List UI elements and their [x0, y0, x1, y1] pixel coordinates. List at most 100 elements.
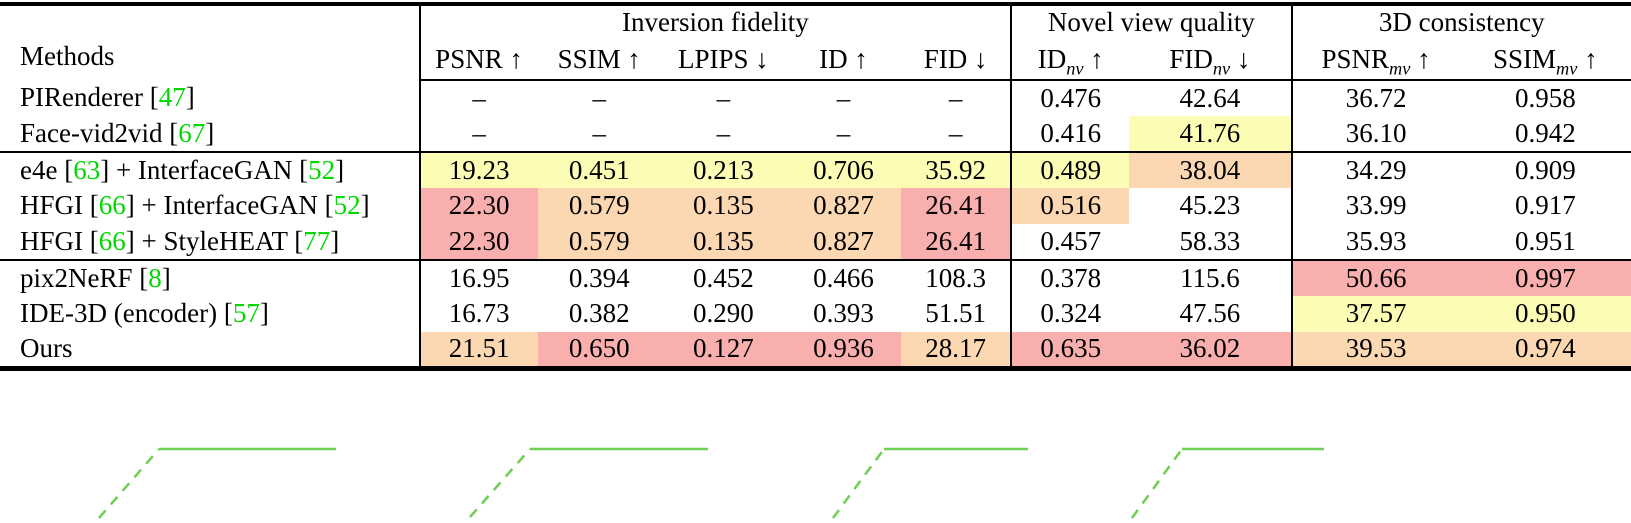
citation-link[interactable]: 52 — [308, 154, 336, 185]
value-cell: – — [948, 82, 963, 113]
value-cell: 0.135 — [660, 224, 786, 260]
col-header-fidnv: FIDnv ↓ — [1129, 40, 1292, 81]
value-cell: 0.127 — [660, 332, 786, 368]
value-cell: – — [836, 82, 851, 113]
value-cell: 47.56 — [1179, 298, 1241, 329]
value-cell: 16.73 — [418, 296, 538, 332]
value-cell: 115.6 — [1129, 259, 1292, 296]
col-header-lpips: LPIPS ↓ — [660, 40, 786, 81]
value-cell: 0.451 — [537, 151, 661, 188]
value-cell: 0.997 — [1459, 259, 1631, 296]
value-cell: – — [592, 82, 606, 113]
results-table: Methods Inversion fidelity Novel view qu… — [0, 2, 1631, 371]
value-cell: 34.29 — [1290, 151, 1460, 188]
value-cell: 0.476 — [1010, 80, 1130, 116]
table-row: e4e [63] + InterfaceGAN [52] 19.23 0.451 0.… — [0, 151, 1631, 188]
value-cell: – — [836, 117, 851, 148]
header-metric-row: PSNR ↑ SSIM ↑ LPIPS ↓ ID ↑ FID ↓ IDnv ↑ FIDnv … — [0, 40, 1631, 81]
citation-link[interactable]: 8 — [148, 262, 162, 293]
citation-link[interactable]: 63 — [73, 154, 101, 185]
value-cell: 0.290 — [692, 298, 754, 329]
value-cell: 36.02 — [1129, 332, 1292, 368]
value-cell: 0.974 — [1459, 332, 1631, 368]
value-cell: 0.635 — [1010, 332, 1130, 368]
value-cell: 108.3 — [901, 259, 1012, 296]
value-cell: 0.135 — [660, 188, 786, 224]
value-cell: 0.579 — [537, 188, 661, 224]
method-cell: IDE-3D (encoder) [57] — [20, 298, 269, 329]
value-cell: 0.706 — [785, 151, 902, 188]
header-group-row: Methods Inversion fidelity Novel view qu… — [0, 4, 1631, 71]
value-cell: 50.66 — [1290, 259, 1460, 296]
citation-link[interactable]: 52 — [333, 190, 361, 221]
col-header-psnrmv: PSNRmv ↑ — [1290, 40, 1460, 81]
value-cell: 19.23 — [418, 151, 538, 188]
method-cell: Face-vid2vid [67] — [20, 117, 215, 148]
table-row: pix2NeRF [8] 16.95 0.394 0.452 0.466 108.3 0.3… — [0, 259, 1631, 296]
value-cell: 41.76 — [1129, 116, 1292, 152]
value-cell: 37.57 — [1290, 296, 1460, 332]
value-cell: – — [592, 117, 606, 148]
value-cell: 0.393 — [813, 298, 874, 329]
value-cell: 0.382 — [568, 298, 630, 329]
value-cell: 38.04 — [1129, 151, 1292, 188]
value-cell: 16.95 — [418, 259, 538, 296]
value-cell: 0.917 — [1514, 190, 1576, 221]
value-cell: 0.827 — [785, 188, 902, 224]
value-cell: 45.23 — [1179, 190, 1241, 221]
method-cell: pix2NeRF [8] — [0, 259, 420, 296]
col-header-ssim: SSIM ↑ — [537, 40, 661, 81]
value-cell: – — [418, 80, 538, 116]
value-cell: 0.416 — [1010, 116, 1130, 152]
citation-link[interactable]: 66 — [98, 190, 126, 221]
value-cell: – — [716, 82, 731, 113]
value-cell: 0.909 — [1459, 151, 1631, 188]
group-header-inversion-fidelity: Inversion fidelity — [418, 4, 1012, 40]
figure-line-dashed — [1130, 448, 1184, 519]
col-header-idnv: IDnv ↑ — [1010, 40, 1130, 81]
table-row: Face-vid2vid [67] – – – – – 0.416 41.76 36.10 0.9… — [0, 116, 1631, 152]
col-header-fid: FID ↓ — [901, 40, 1012, 81]
citation-link[interactable]: 77 — [303, 225, 331, 256]
figure-line-dashed — [98, 448, 160, 519]
value-cell: 58.33 — [1179, 225, 1241, 256]
method-cell: e4e [63] + InterfaceGAN [52] — [0, 151, 420, 188]
col-header-id: ID ↑ — [785, 40, 902, 81]
value-cell: 26.41 — [901, 188, 1012, 224]
citation-link[interactable]: 67 — [178, 117, 206, 148]
col-header-ssimmv: SSIMmv ↑ — [1459, 40, 1631, 81]
citation-link[interactable]: 47 — [158, 82, 186, 113]
value-cell: 0.452 — [660, 259, 786, 296]
method-cell: HFGI [66] + InterfaceGAN [52] — [20, 190, 370, 221]
value-cell: 36.72 — [1290, 80, 1460, 116]
method-cell: PIRenderer [47] — [20, 82, 195, 113]
col-header-methods: Methods — [20, 41, 115, 72]
table-row: Ours 21.51 0.650 0.127 0.936 28.17 0.635 36.02 3… — [0, 332, 1631, 368]
value-cell: – — [716, 117, 731, 148]
value-cell: – — [418, 116, 538, 152]
value-cell: 0.942 — [1514, 117, 1576, 148]
value-cell: – — [948, 117, 963, 148]
value-cell: 39.53 — [1290, 332, 1460, 368]
value-cell: 0.650 — [537, 332, 661, 368]
value-cell: 0.958 — [1514, 82, 1576, 113]
value-cell: 22.30 — [418, 188, 538, 224]
value-cell: 0.466 — [785, 259, 902, 296]
col-header-psnr: PSNR ↑ — [418, 40, 538, 81]
table-row: HFGI [66] + InterfaceGAN [52] 22.30 0.579 0… — [0, 188, 1631, 224]
value-cell: 0.324 — [1010, 296, 1130, 332]
value-cell: 0.950 — [1459, 296, 1631, 332]
value-cell: 0.579 — [537, 224, 661, 260]
value-cell: 0.457 — [1010, 224, 1130, 260]
value-cell: 35.93 — [1290, 224, 1460, 260]
value-cell: 0.489 — [1010, 151, 1130, 188]
value-cell: 0.516 — [1010, 188, 1130, 224]
figure-line-dashed — [469, 448, 531, 518]
table-row: HFGI [66] + StyleHEAT [77] 22.30 0.579 0.13… — [0, 224, 1631, 260]
value-cell: 0.378 — [1010, 259, 1130, 296]
citation-link[interactable]: 57 — [232, 298, 260, 329]
citation-link[interactable]: 66 — [98, 225, 126, 256]
value-cell: 36.10 — [1290, 116, 1460, 152]
value-cell: 51.51 — [925, 298, 986, 329]
method-cell: Ours — [20, 332, 73, 363]
